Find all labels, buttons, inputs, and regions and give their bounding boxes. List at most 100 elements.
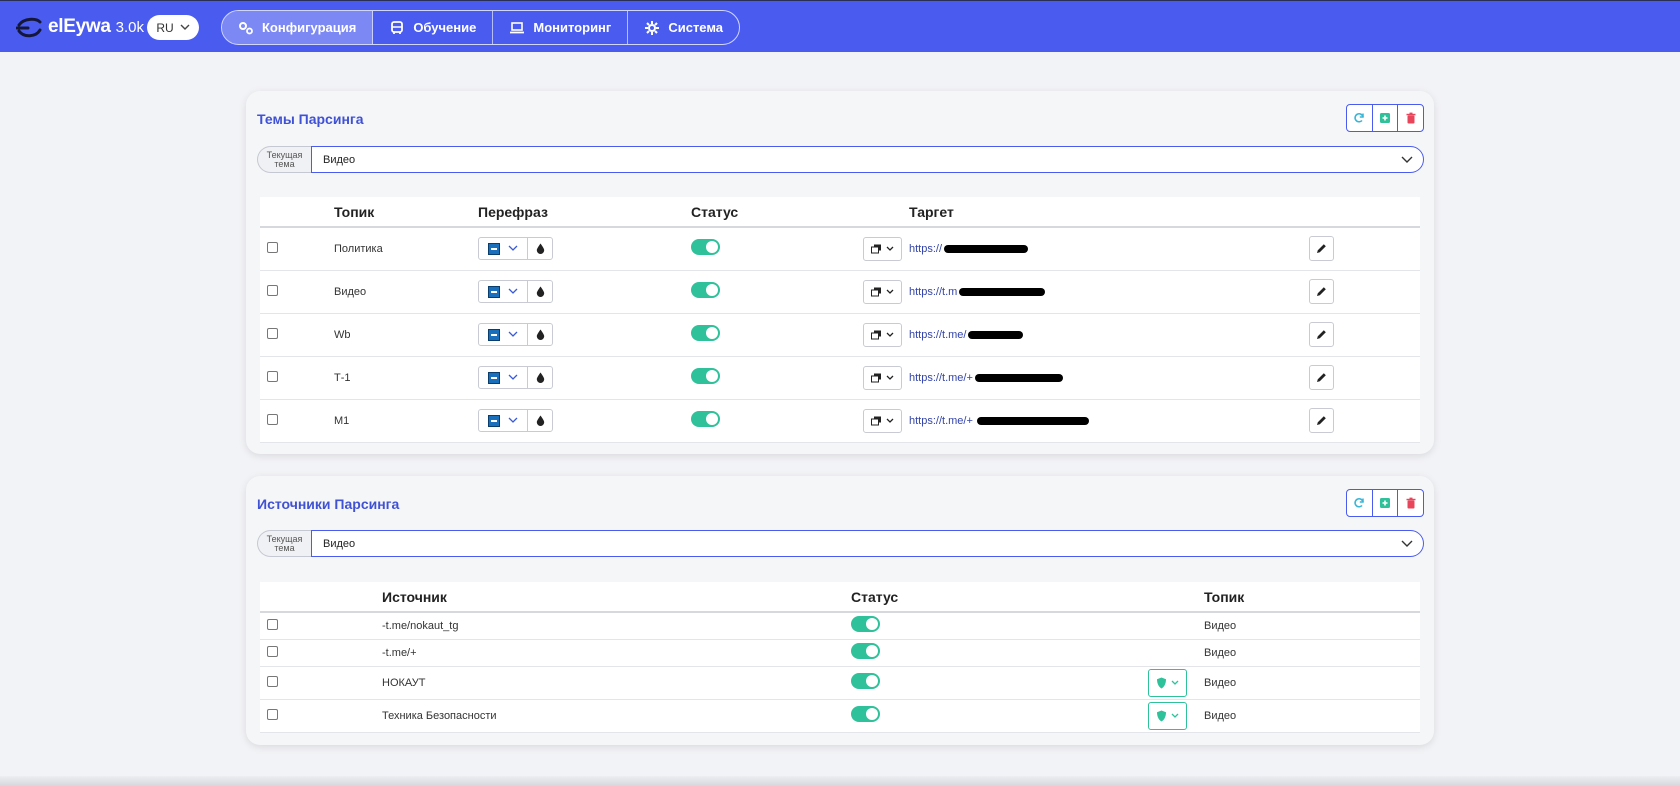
current-theme-select[interactable]: Видео: [311, 530, 1424, 557]
row-checkbox[interactable]: [267, 645, 278, 657]
rephrase-mode-dropdown[interactable]: [479, 281, 528, 302]
refresh-icon: [1354, 113, 1365, 123]
rephrase-mode-dropdown[interactable]: [479, 410, 528, 431]
shield-dropdown-button[interactable]: [1148, 668, 1187, 697]
source-cell: -t.me/+: [382, 639, 851, 667]
shield-dropdown-button[interactable]: [1148, 701, 1187, 730]
add-button[interactable]: [1373, 490, 1399, 516]
plus-square-icon: [1380, 498, 1390, 508]
source-cell: -t.me/nokaut_tg: [382, 612, 851, 640]
chevron-down-icon: [886, 332, 894, 337]
target-link[interactable]: https://t.me/+: [909, 414, 973, 427]
delete-button[interactable]: [1398, 105, 1423, 131]
current-theme-value: Видео: [323, 537, 356, 550]
rephrase-style-button[interactable]: [528, 281, 552, 302]
copy-target-button[interactable]: [863, 236, 902, 261]
topic-name: Видео: [1204, 619, 1237, 632]
chevron-down-icon: [508, 245, 518, 252]
row-checkbox[interactable]: [267, 241, 278, 253]
rephrase-style-button[interactable]: [528, 367, 552, 388]
droplet-icon: [536, 329, 544, 340]
language-select[interactable]: RU: [147, 15, 199, 40]
edit-button[interactable]: [1309, 279, 1334, 304]
source-name: НОКАУТ: [382, 676, 426, 689]
redacted-mark: [959, 287, 1046, 296]
row-checkbox[interactable]: [267, 284, 278, 296]
tab-training[interactable]: Обучение: [373, 11, 494, 44]
pencil-icon: [1317, 244, 1326, 254]
tab-configuration[interactable]: Конфигурация: [222, 11, 374, 44]
copy-target-button[interactable]: [863, 408, 902, 433]
chevron-down-icon: [1401, 156, 1413, 163]
add-button[interactable]: [1373, 105, 1399, 131]
status-toggle[interactable]: [851, 616, 880, 633]
copy-icon: [871, 330, 881, 339]
topic-cell: Wb: [334, 313, 478, 357]
chevron-down-icon: [1171, 680, 1179, 685]
target-link[interactable]: https://: [909, 242, 943, 255]
edit-button[interactable]: [1309, 408, 1334, 433]
brand[interactable]: elEywa 3.0k: [16, 13, 144, 41]
row-checkbox[interactable]: [267, 618, 278, 630]
trash-icon: [1406, 112, 1416, 124]
status-toggle[interactable]: [691, 411, 720, 427]
target-link[interactable]: https://t.me/: [909, 328, 967, 341]
status-toggle[interactable]: [691, 325, 720, 341]
edit-button[interactable]: [1309, 365, 1334, 390]
status-toggle[interactable]: [851, 706, 880, 722]
laptop-icon: [510, 21, 525, 33]
row-checkbox[interactable]: [267, 370, 278, 382]
chevron-down-icon: [1171, 713, 1179, 718]
status-toggle[interactable]: [691, 368, 720, 384]
col-target: Таргет: [909, 197, 1309, 228]
target-link[interactable]: https://t.me/+: [909, 371, 973, 384]
refresh-button[interactable]: [1347, 105, 1373, 131]
current-theme-select[interactable]: Видео: [311, 146, 1424, 173]
topic-name: Политика: [334, 242, 383, 255]
topic-cell: Видео: [334, 270, 478, 314]
topic-cell: Видео: [1204, 639, 1420, 667]
rephrase-mode-dropdown[interactable]: [479, 324, 528, 345]
rephrase-control: [478, 366, 553, 389]
tab-label: Система: [668, 20, 724, 35]
copy-icon: [871, 416, 881, 425]
copy-icon: [871, 244, 881, 254]
source-name: -t.me/nokaut_tg: [382, 619, 459, 632]
status-toggle[interactable]: [851, 643, 880, 659]
rephrase-control: [478, 237, 553, 261]
rephrase-style-button[interactable]: [528, 238, 552, 259]
status-toggle[interactable]: [691, 282, 720, 298]
droplet-icon: [536, 372, 544, 383]
row-checkbox[interactable]: [267, 708, 278, 720]
rephrase-style-button[interactable]: [528, 324, 552, 345]
rephrase-mode-dropdown[interactable]: [479, 238, 528, 260]
tab-system[interactable]: Система: [628, 11, 739, 44]
copy-target-button[interactable]: [863, 279, 902, 304]
delete-button[interactable]: [1398, 490, 1423, 516]
sources-actions: [1346, 489, 1424, 517]
row-checkbox[interactable]: [267, 327, 278, 339]
pencil-icon: [1317, 330, 1326, 339]
rephrase-mode-icon: [488, 328, 500, 341]
row-checkbox[interactable]: [267, 413, 278, 425]
tab-monitoring[interactable]: Мониторинг: [493, 11, 629, 44]
themes-theme-selector: Текущая тема Видео: [257, 146, 1424, 173]
copy-target-button[interactable]: [863, 365, 902, 390]
table-row: НОКАУТ Видео: [260, 666, 1420, 700]
rephrase-mode-dropdown[interactable]: [479, 367, 528, 388]
themes-table: Топик Перефраз Статус Таргет Политика: [260, 197, 1420, 443]
redacted-mark: [974, 373, 1063, 382]
plus-square-icon: [1380, 113, 1390, 123]
rephrase-style-button[interactable]: [528, 410, 552, 431]
table-row: Видео https://t.m: [260, 270, 1420, 314]
topic-cell: M1: [334, 399, 478, 443]
refresh-button[interactable]: [1347, 490, 1373, 516]
copy-target-button[interactable]: [863, 322, 902, 347]
target-link[interactable]: https://t.m: [909, 285, 958, 298]
status-toggle[interactable]: [851, 673, 880, 689]
chevron-down-icon: [886, 375, 894, 380]
edit-button[interactable]: [1309, 322, 1334, 347]
row-checkbox[interactable]: [267, 675, 278, 687]
status-toggle[interactable]: [691, 239, 720, 256]
edit-button[interactable]: [1309, 236, 1334, 262]
